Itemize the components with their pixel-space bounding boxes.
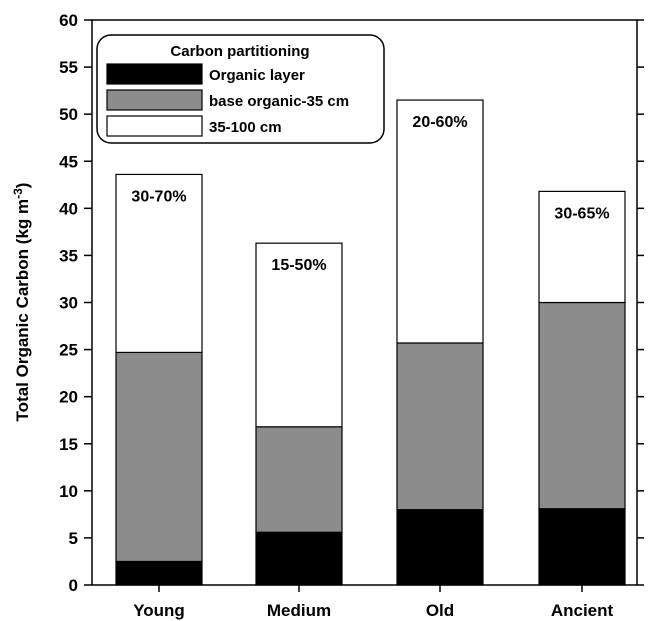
- y-tick-label-35: 35: [59, 246, 78, 265]
- bar-ancient-segment-2: [538, 301, 626, 510]
- y-tick-label-50: 50: [59, 105, 78, 124]
- bar-annotation-young: 30-70%: [131, 188, 186, 205]
- bar-young-segment-1: [115, 560, 203, 586]
- y-tick-label-15: 15: [59, 435, 78, 454]
- y-tick-label-10: 10: [59, 482, 78, 501]
- bar-old-segment-3: [396, 99, 484, 344]
- x-tick-label-old: Old: [426, 601, 454, 620]
- legend-swatch-2: [106, 89, 203, 111]
- y-tick-label-30: 30: [59, 294, 78, 313]
- bar-medium-segment-3: [255, 242, 343, 428]
- bar-medium-segment-1: [255, 531, 343, 586]
- bar-medium-segment-2: [255, 426, 343, 533]
- bar-young-segment-2: [115, 351, 203, 563]
- y-tick-label-5: 5: [69, 529, 78, 548]
- x-tick-label-ancient: Ancient: [551, 601, 614, 620]
- legend: Carbon partitioning Organic layer base or…: [96, 34, 385, 144]
- y-axis-label-close: ): [13, 183, 32, 189]
- bars-layer: [115, 99, 626, 586]
- y-tick-label-20: 20: [59, 388, 78, 407]
- y-tick-label-45: 45: [59, 152, 78, 171]
- x-tick-label-medium: Medium: [267, 601, 331, 620]
- bar-ancient-segment-1: [538, 508, 626, 586]
- legend-label-2: base organic-35 cm: [209, 93, 349, 110]
- legend-label-1: Organic layer: [209, 67, 305, 84]
- x-tick-label-young: Young: [133, 601, 185, 620]
- bar-ancient-segment-3: [538, 190, 626, 304]
- y-axis-label-superscript: -3: [11, 188, 25, 199]
- axes-layer: Young Medium Old Ancient 0 5 10 15 20 25 30 35 40 45 5…: [59, 11, 644, 620]
- bar-young-segment-3: [115, 173, 203, 354]
- bar-old-segment-1: [396, 509, 484, 586]
- legend-swatch-3: [106, 115, 203, 137]
- y-axis-label: Total Organic Carbon (kg m-3): [11, 183, 32, 422]
- y-tick-label-55: 55: [59, 58, 78, 77]
- legend-items: Organic layer base organic-35 cm 35-100 cm: [106, 63, 349, 137]
- bar-annotation-medium: 15-50%: [271, 257, 326, 274]
- legend-swatch-1: [106, 63, 203, 85]
- y-tick-label-40: 40: [59, 199, 78, 218]
- bar-old-segment-2: [396, 342, 484, 511]
- annotations-layer: 30-70% 15-50% 20-60% 30-65%: [131, 114, 609, 274]
- y-tick-label-0: 0: [69, 576, 78, 595]
- legend-label-3: 35-100 cm: [209, 119, 282, 136]
- y-tick-label-60: 60: [59, 11, 78, 30]
- y-tick-label-25: 25: [59, 341, 78, 360]
- bar-annotation-old: 20-60%: [412, 114, 467, 131]
- bar-annotation-ancient: 30-65%: [554, 205, 609, 222]
- legend-title: Carbon partitioning: [170, 43, 309, 60]
